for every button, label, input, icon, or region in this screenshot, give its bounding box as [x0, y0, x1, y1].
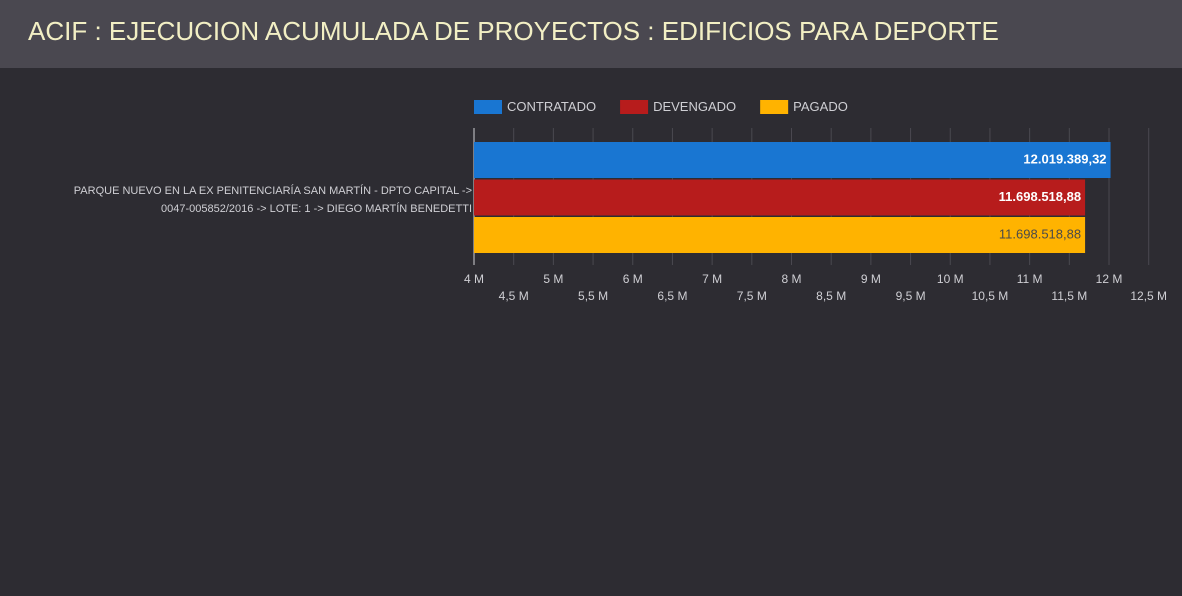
x-tick-label: 8 M: [781, 272, 801, 286]
x-tick-label: 6,5 M: [657, 289, 687, 303]
bar: [474, 179, 1086, 216]
chart: 4 M 4,5 M 5 M 5,5 M 6 M 6,5 M 7 M 7,5 M 8 M 8,5 M…: [464, 99, 1167, 303]
category-label: PARQUE NUEVO EN LA EX PENITENCIARÍA SAN …: [73, 185, 472, 215]
x-tick-label: 6 M: [623, 272, 643, 286]
value-label: 11.698.518,88: [999, 226, 1081, 241]
value-label: 12.019.389,32: [1023, 151, 1106, 166]
x-tick-label: 7,5 M: [737, 289, 767, 303]
x-tick-label: 8,5 M: [816, 289, 846, 303]
header-bar: ACIF : EJECUCION ACUMULADA DE PROYECTOS …: [0, 0, 1182, 68]
bar: [474, 142, 1111, 178]
x-tick-label: 10,5 M: [972, 289, 1009, 303]
legend-swatch: [620, 100, 649, 114]
x-tick-label: 11 M: [1017, 272, 1043, 286]
x-tick-label: 9,5 M: [896, 289, 926, 303]
value-label: 11.698.518,88: [999, 189, 1081, 204]
x-tick-label: 4,5 M: [499, 289, 529, 303]
legend-label: DEVENGADO: [653, 99, 736, 114]
legend-label: PAGADO: [793, 99, 848, 114]
bar: [474, 217, 1086, 253]
legend-swatch: [760, 100, 789, 114]
x-tick-label: 10 M: [937, 272, 964, 286]
x-tick-label: 4 M: [464, 272, 484, 286]
x-tick-label: 9 M: [861, 272, 881, 286]
x-tick-label: 5 M: [543, 272, 563, 286]
x-tick-label: 7 M: [702, 272, 722, 286]
legend-swatch: [474, 100, 502, 114]
x-tick-label: 5,5 M: [578, 289, 608, 303]
chart-title: ACIF : EJECUCION ACUMULADA DE PROYECTOS …: [28, 16, 999, 46]
x-tick-label: 11,5 M: [1051, 289, 1087, 303]
legend-label: CONTRATADO: [507, 99, 596, 114]
x-tick-label: 12 M: [1096, 272, 1123, 286]
x-tick-label: 12,5 M: [1130, 289, 1167, 303]
